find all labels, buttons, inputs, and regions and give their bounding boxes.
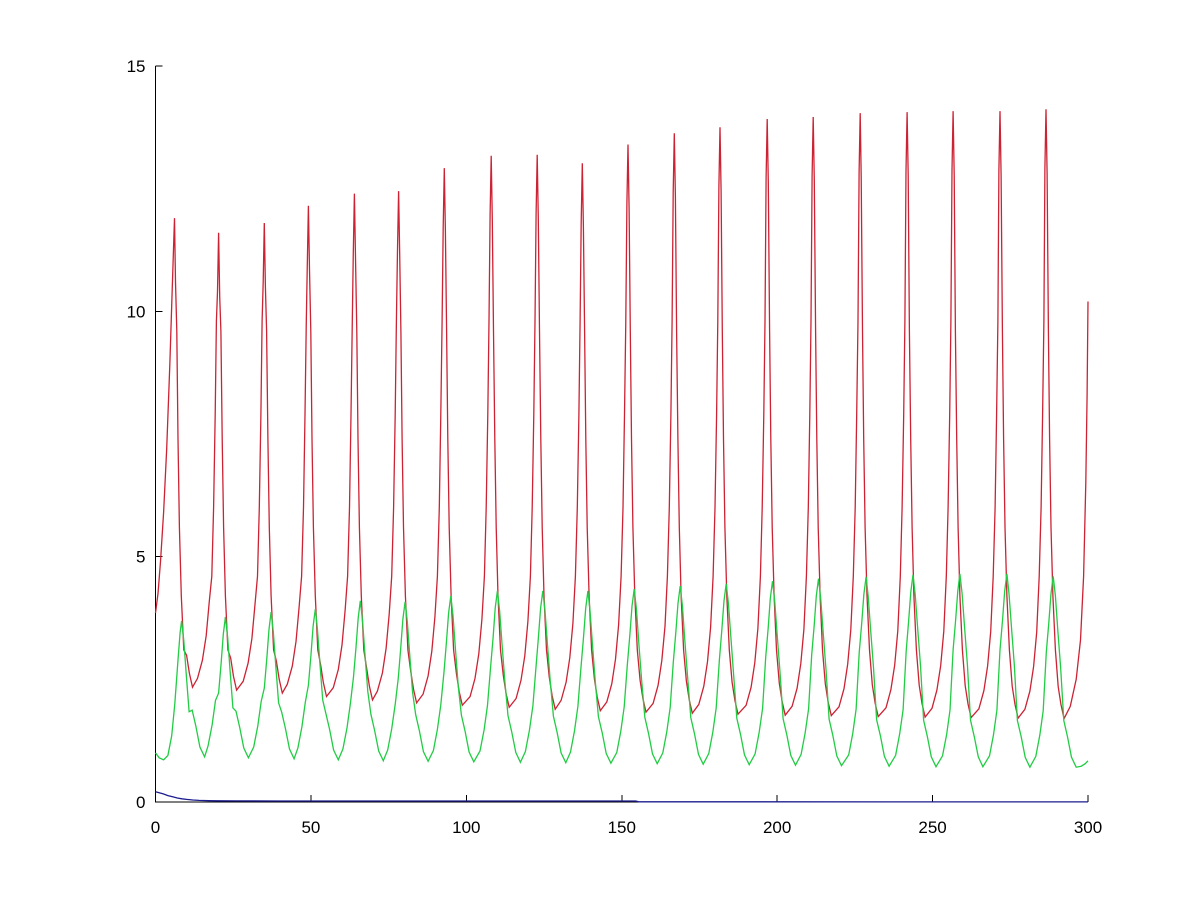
x-tick-label: 200 xyxy=(763,818,791,837)
y-tick-label: 10 xyxy=(127,302,146,321)
x-tick-label: 150 xyxy=(608,818,636,837)
red-line xyxy=(154,109,1089,721)
y-tick-label: 0 xyxy=(136,793,145,812)
tick-labels: 0 50 100 150 200 250 300 0 5 10 15 xyxy=(127,57,1103,837)
x-tick-label: 300 xyxy=(1074,818,1102,837)
x-tick-label: 50 xyxy=(301,818,320,837)
x-tick-label: 250 xyxy=(918,818,946,837)
green-line xyxy=(154,573,1089,769)
x-tick-label: 0 xyxy=(151,818,160,837)
y-tick-label: 15 xyxy=(127,57,146,76)
x-tick-label: 100 xyxy=(452,818,480,837)
plot-series xyxy=(154,109,1089,803)
y-tick-label: 5 xyxy=(136,548,145,567)
axis-lines xyxy=(155,66,1088,803)
blue-line xyxy=(155,791,1089,803)
axes xyxy=(155,65,1089,803)
